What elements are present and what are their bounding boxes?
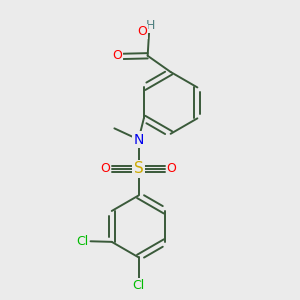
Text: O: O: [137, 25, 147, 38]
Text: O: O: [100, 163, 110, 176]
Text: O: O: [112, 49, 122, 62]
Text: Cl: Cl: [76, 235, 88, 248]
Text: S: S: [134, 161, 143, 176]
Text: Cl: Cl: [132, 279, 145, 292]
Text: N: N: [133, 133, 144, 146]
Text: O: O: [167, 163, 176, 176]
Text: H: H: [145, 19, 155, 32]
